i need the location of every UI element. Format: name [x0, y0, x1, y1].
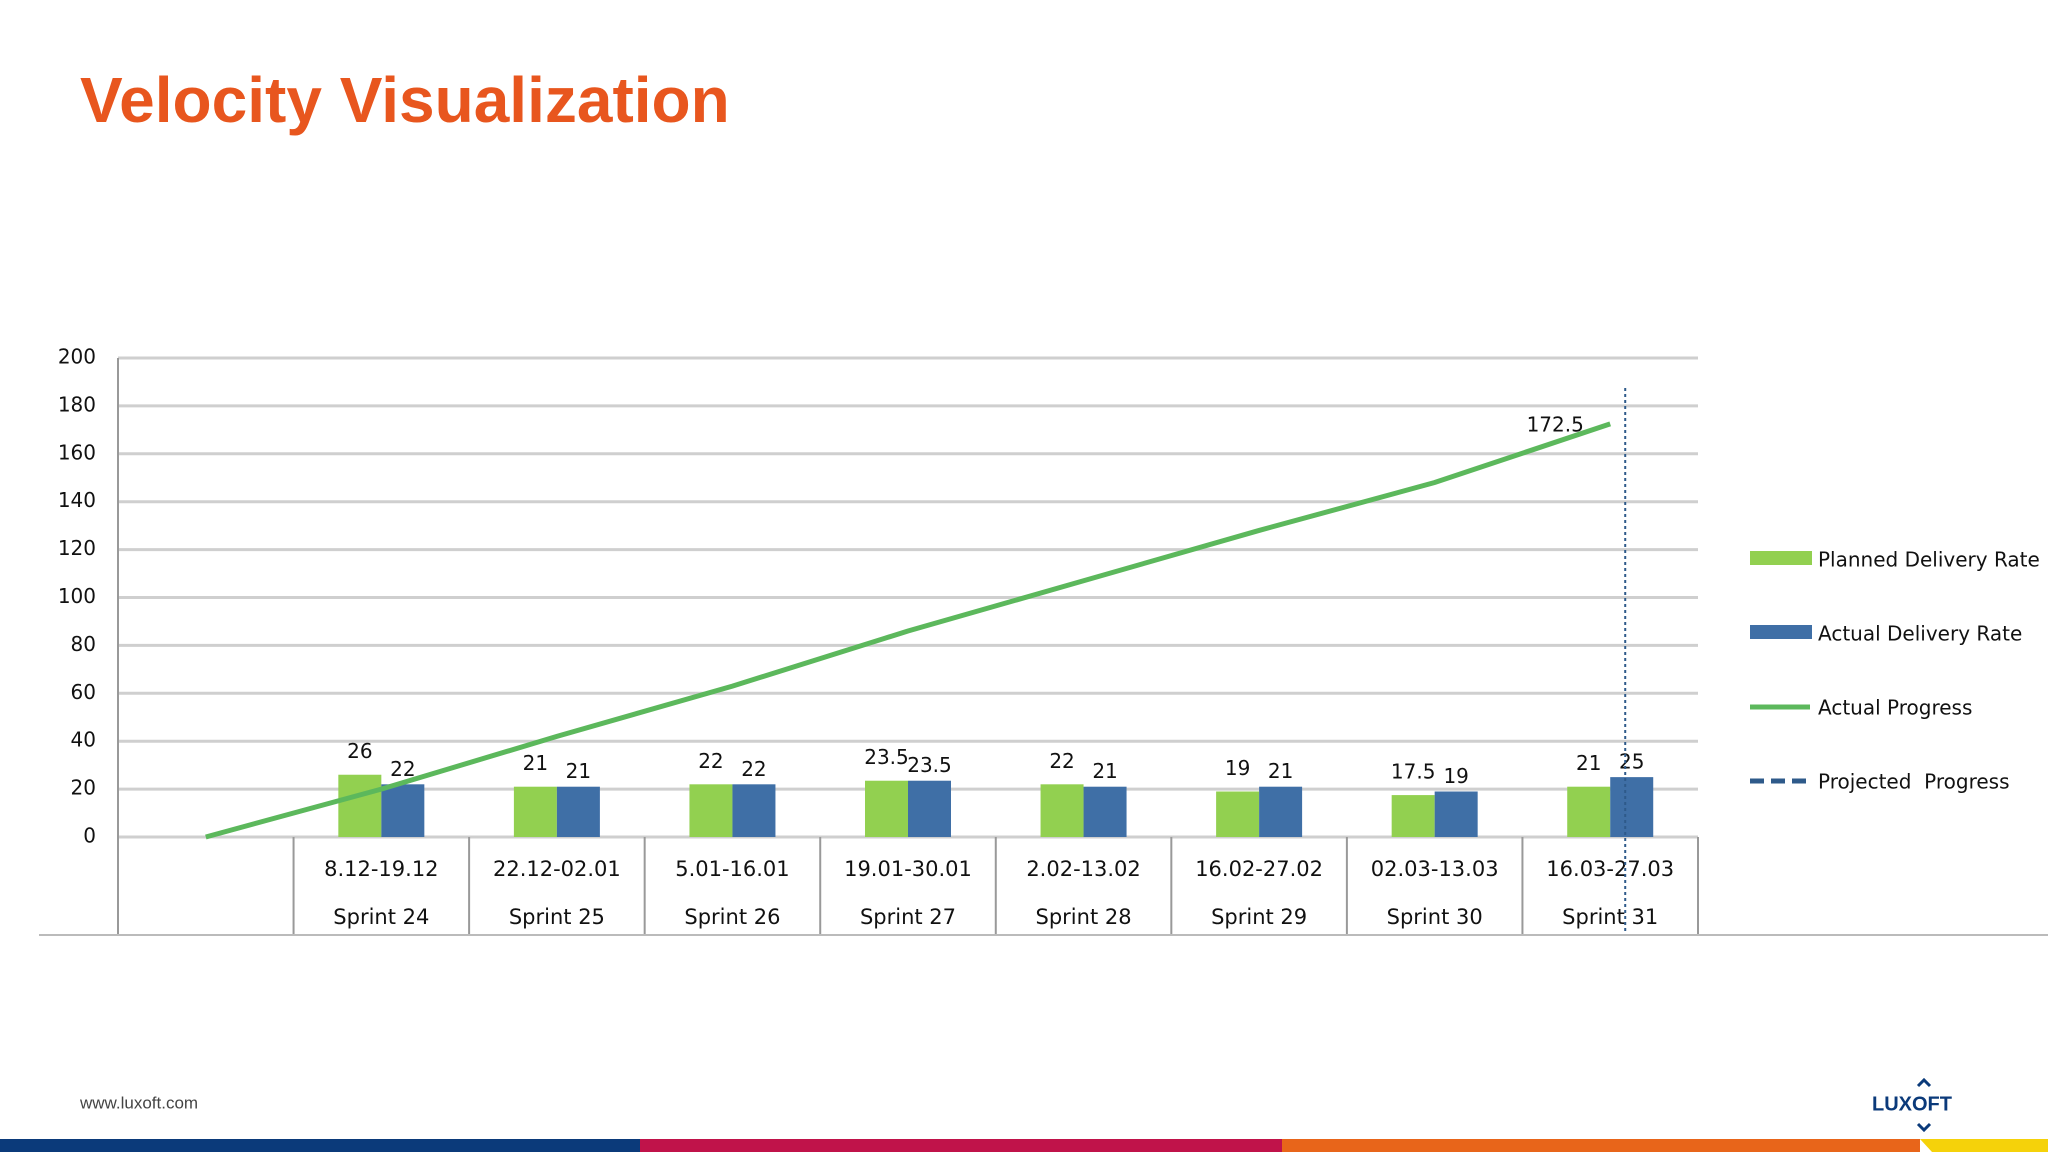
- bar: [1434, 791, 1478, 837]
- data-label: 172.5: [1527, 412, 1584, 436]
- y-tick-label: 100: [58, 584, 96, 608]
- x-group-label: Sprint 27: [860, 905, 956, 929]
- legend-swatch: [1750, 551, 1812, 565]
- y-tick-label: 140: [58, 488, 96, 512]
- bar: [556, 786, 600, 837]
- progress-line: [205, 421, 1612, 840]
- bar: [732, 784, 776, 837]
- data-label: 19: [1225, 756, 1250, 780]
- y-tick-label: 120: [58, 536, 96, 560]
- x-tick-label: 2.02-13.02: [1026, 857, 1140, 881]
- bar: [689, 784, 733, 837]
- legend-swatch: [1750, 625, 1812, 639]
- bar: [1610, 777, 1654, 837]
- bar: [1040, 784, 1084, 837]
- logo-mark: [1916, 1077, 1932, 1133]
- bar: [1567, 786, 1611, 837]
- data-label: 22: [1049, 749, 1074, 773]
- bar: [908, 780, 951, 837]
- x-tick-label: 16.03-27.03: [1546, 857, 1674, 881]
- x-tick-label: 16.02-27.02: [1195, 857, 1323, 881]
- footer-band: [0, 1139, 640, 1152]
- data-label: 21: [523, 751, 548, 775]
- data-label: 21: [1268, 759, 1293, 783]
- data-label: 22: [390, 757, 415, 781]
- footer-band: [1920, 1139, 2048, 1152]
- data-label: 22: [698, 749, 723, 773]
- data-label: 21: [1576, 751, 1601, 775]
- data-label: 23.5: [864, 745, 909, 769]
- x-group-label: Sprint 31: [1562, 905, 1658, 929]
- bar: [338, 774, 382, 837]
- bar: [1391, 795, 1435, 837]
- x-tick-label: 02.03-13.03: [1371, 857, 1499, 881]
- x-tick-label: 8.12-19.12: [324, 857, 438, 881]
- x-group-label: Sprint 28: [1036, 905, 1132, 929]
- y-tick-label: 80: [71, 632, 96, 656]
- data-label: 21: [566, 759, 591, 783]
- data-label: 21: [1092, 759, 1117, 783]
- x-tick-label: 22.12-02.01: [493, 857, 621, 881]
- legend-label: Actual Delivery Rate: [1818, 622, 2022, 646]
- x-tick-label: 19.01-30.01: [844, 857, 972, 881]
- legend-label: Projected Progress: [1818, 770, 2010, 794]
- x-group-label: Sprint 25: [509, 905, 605, 929]
- x-group-label: Sprint 26: [684, 905, 780, 929]
- bar: [1083, 786, 1127, 837]
- bar: [865, 780, 908, 837]
- legend-label: Planned Delivery Rate: [1818, 548, 2040, 572]
- bar: [1216, 791, 1260, 837]
- legend-label: Actual Progress: [1818, 696, 1972, 720]
- bar: [513, 786, 557, 837]
- y-tick-label: 60: [71, 680, 96, 704]
- footer-band: [1282, 1139, 1920, 1152]
- data-label: 22: [741, 757, 766, 781]
- x-group-label: Sprint 29: [1211, 905, 1307, 929]
- footer-band: [640, 1139, 1282, 1152]
- logo: LUXOFT: [1872, 1093, 1952, 1115]
- y-tick-label: 180: [58, 392, 96, 416]
- x-tick-label: 5.01-16.01: [675, 857, 789, 881]
- data-label: 25: [1619, 750, 1644, 774]
- data-label: 26: [347, 739, 372, 763]
- slide-title: Velocity Visualization: [80, 64, 730, 136]
- bar: [1259, 786, 1303, 837]
- data-label: 23.5: [907, 753, 952, 777]
- data-label: 17.5: [1391, 760, 1436, 784]
- y-tick-label: 0: [83, 824, 96, 848]
- y-tick-label: 200: [58, 345, 96, 369]
- y-tick-label: 20: [71, 776, 96, 800]
- y-tick-label: 160: [58, 440, 96, 464]
- footer-url: www.luxoft.com: [79, 1093, 198, 1112]
- y-tick-label: 40: [71, 728, 96, 752]
- x-group-label: Sprint 24: [333, 905, 429, 929]
- bar: [381, 784, 425, 837]
- x-group-label: Sprint 30: [1387, 905, 1483, 929]
- data-label: 19: [1443, 764, 1468, 788]
